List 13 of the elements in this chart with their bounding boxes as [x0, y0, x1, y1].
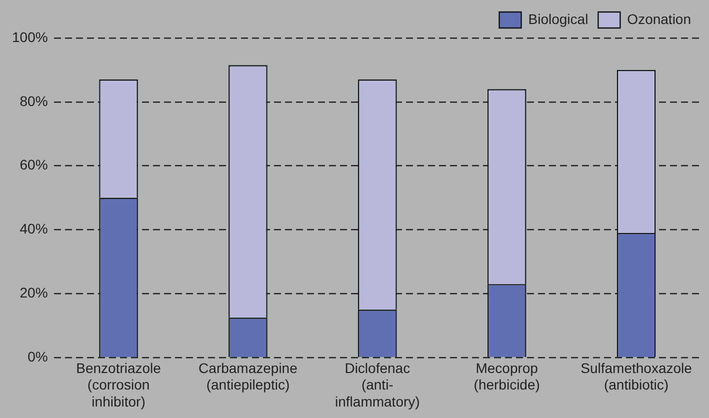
y-tick-label: 40%	[20, 220, 48, 237]
x-tick-label: Benzotriazole (corrosion inhibitor)	[76, 360, 162, 410]
x-tick-label: Mecoprop (herbicide)	[474, 360, 540, 393]
x-tick-label: Carbamazepine (antiepileptic)	[198, 360, 298, 393]
y-tick-label: 60%	[20, 156, 48, 173]
x-tick-label: Sulfamethoxazole (antibiotic)	[580, 360, 692, 393]
legend-label: Ozonation	[627, 10, 692, 27]
y-tick-label: 20%	[20, 284, 48, 301]
y-tick-label: 100%	[12, 28, 48, 45]
y-tick-label: 0%	[28, 348, 48, 364]
legend-label: Biological	[528, 10, 588, 27]
y-tick-label: 80%	[20, 92, 48, 109]
x-tick-label: Diclofenac (anti- inflammatory)	[335, 360, 420, 410]
